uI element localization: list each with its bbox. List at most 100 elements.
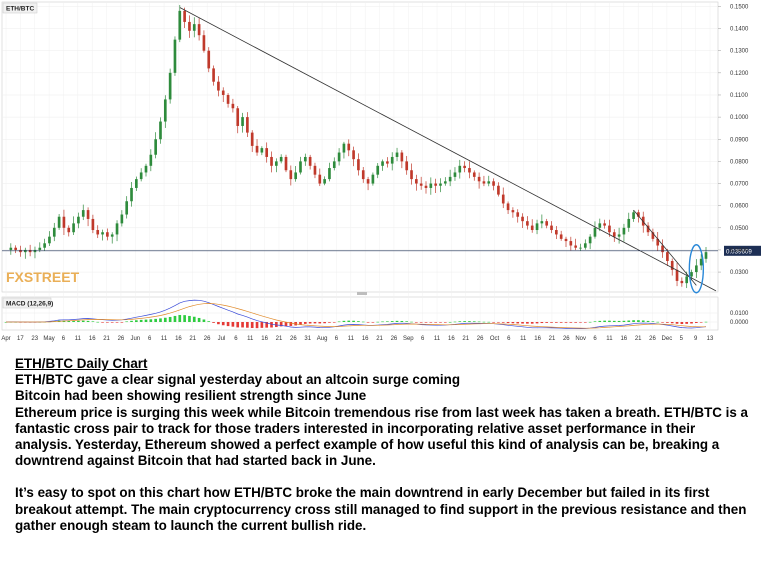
- macd-histogram-bar: [593, 321, 597, 322]
- candle-body: [101, 232, 104, 235]
- macd-histogram-bar: [670, 322, 674, 324]
- candle-body: [443, 181, 447, 184]
- candle-body: [593, 227, 597, 237]
- caption-paragraph-2: It’s easy to spot on this chart how ETH/…: [15, 485, 747, 533]
- macd-histogram-bar: [332, 322, 336, 323]
- macd-histogram-bar: [361, 321, 365, 323]
- macd-histogram-bar: [424, 322, 428, 323]
- macd-histogram-bar: [101, 322, 104, 323]
- y-tick-label: 0.1500: [730, 4, 749, 10]
- candle-body: [434, 183, 437, 186]
- macd-histogram-bar: [357, 321, 360, 322]
- candle-body: [115, 223, 119, 235]
- macd-histogram-bar: [342, 320, 346, 322]
- eth-btc-chart: 0.039609 0.03000.04000.05000.06000.07000…: [1, 1, 761, 342]
- macd-histogram-bar: [178, 314, 182, 322]
- macd-histogram-bar: [583, 322, 587, 323]
- y-tick-label: 0.1200: [730, 71, 749, 77]
- candle-body: [221, 90, 225, 95]
- candle-body: [231, 103, 235, 109]
- candle-body: [125, 201, 129, 215]
- macd-histogram-bar: [265, 322, 269, 328]
- x-tick-label: 11: [606, 336, 613, 342]
- candle-body: [72, 223, 75, 233]
- short-downtrend-line: [633, 209, 697, 286]
- candle-body: [86, 210, 90, 219]
- macd-histogram-bar: [690, 322, 693, 324]
- candle-body: [453, 172, 457, 177]
- y-tick-label: 0.0700: [730, 182, 749, 188]
- macd-histogram-bar: [279, 322, 283, 327]
- candle-body: [559, 234, 563, 239]
- macd-histogram-bar: [419, 322, 423, 323]
- candle-body: [135, 179, 138, 188]
- candle-body: [371, 174, 375, 184]
- panel-divider-handle[interactable]: [357, 292, 367, 295]
- candle-body: [540, 221, 544, 224]
- macd-histogram-bar: [226, 322, 230, 327]
- macd-histogram-bar: [429, 322, 433, 323]
- macd-histogram-bar: [559, 322, 563, 323]
- macd-histogram-bar: [91, 321, 95, 322]
- macd-histogram-bar: [395, 320, 399, 322]
- macd-histogram-bar: [530, 322, 534, 324]
- macd-histogram-bar: [675, 322, 679, 324]
- candle-body: [651, 232, 655, 239]
- macd-histogram-bar: [207, 321, 211, 322]
- candle-body: [699, 258, 703, 266]
- candle-body: [212, 68, 215, 82]
- paragraph-gap: [15, 469, 755, 485]
- x-tick-label: 21: [635, 336, 642, 342]
- y-tick-label: 0.1100: [730, 93, 749, 99]
- candle-body: [482, 181, 486, 184]
- candle-body: [487, 181, 491, 184]
- candle-body: [598, 223, 602, 228]
- macd-tick-label: 0.0100: [730, 311, 749, 317]
- x-tick-label: 6: [335, 336, 339, 342]
- macd-histogram-bar: [250, 322, 254, 329]
- y-tick-label: 0.1300: [730, 49, 749, 55]
- candle-body: [173, 39, 177, 73]
- candle-body: [294, 172, 297, 180]
- candle-body: [217, 81, 220, 91]
- macd-histogram-bar: [347, 320, 351, 322]
- macd-histogram-bar: [506, 322, 510, 324]
- macd-histogram-bar: [439, 322, 442, 323]
- candle-body: [67, 227, 71, 233]
- candle-body: [347, 143, 351, 151]
- candle-body: [91, 218, 95, 231]
- candle-body: [521, 216, 524, 222]
- macd-histogram-bar: [217, 322, 220, 325]
- caption-line-1: ETH/BTC gave a clear signal yesterday ab…: [15, 372, 460, 388]
- x-tick-label: 26: [118, 336, 125, 342]
- macd-histogram-bar: [371, 322, 375, 323]
- x-tick-label: Sep: [403, 336, 414, 342]
- macd-histogram-bar: [666, 322, 669, 323]
- macd-histogram-bar: [477, 321, 481, 323]
- candle-body: [361, 170, 365, 180]
- x-tick-label: 21: [549, 336, 556, 342]
- macd-histogram-bar: [463, 321, 466, 322]
- macd-histogram-bar: [579, 322, 582, 323]
- y-tick-label: 0.0600: [730, 204, 749, 210]
- candle-body: [265, 148, 269, 157]
- candle-body: [178, 10, 182, 40]
- macd-histogram-bar: [458, 321, 462, 322]
- candle-body: [390, 156, 394, 164]
- candle-body: [439, 183, 442, 186]
- macd-histogram-bar: [144, 319, 148, 322]
- macd-histogram-bar: [188, 315, 191, 322]
- macd-histogram-bar: [588, 321, 592, 323]
- candle-body: [501, 194, 505, 204]
- macd-histogram-bar: [130, 320, 133, 322]
- macd-histogram-bar: [656, 321, 660, 323]
- x-tick-label: 23: [31, 336, 38, 342]
- macd-histogram-bar: [337, 321, 341, 323]
- macd-histogram-bar: [617, 320, 621, 322]
- macd-histogram-bar: [163, 317, 167, 322]
- macd-histogram-bar: [704, 321, 708, 323]
- candle-body: [526, 221, 529, 226]
- candle-body: [14, 247, 17, 250]
- candle-body: [569, 241, 573, 246]
- chart-grid: [1, 1, 719, 331]
